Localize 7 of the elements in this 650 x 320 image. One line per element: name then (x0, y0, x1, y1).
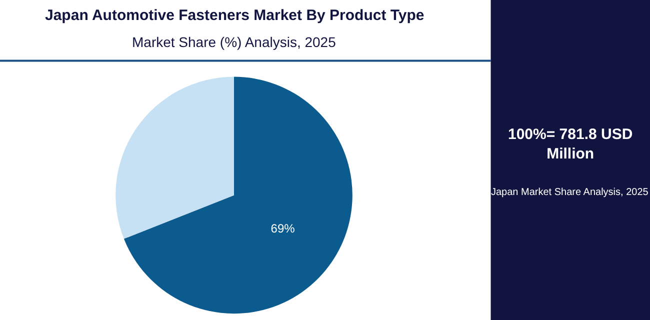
pie-slice (116, 76, 234, 239)
data-label: 69% (270, 221, 296, 236)
pie-slice (124, 76, 352, 314)
chart-title: Japan Automotive Fasteners Market By Product Type (45, 7, 424, 24)
text: 100%= 781.8 USD Million (508, 126, 633, 162)
chart-subtitle: Market Share (%) Analysis, 2025 (132, 34, 336, 50)
text: Japan Market Share Analysis, 2025 (491, 187, 649, 198)
